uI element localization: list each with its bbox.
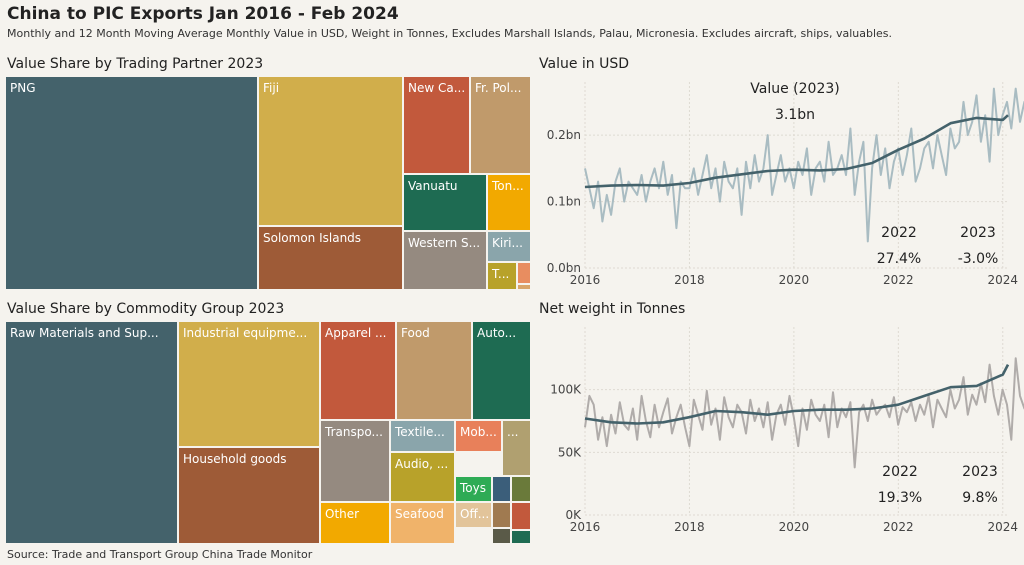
treemap-tile: Toys	[455, 476, 492, 502]
commodity-treemap-title: Value Share by Commodity Group 2023	[7, 301, 285, 317]
treemap-tile-label: Solomon Islands	[263, 231, 362, 245]
moving-average-line	[584, 114, 1009, 189]
treemap-tile: Solomon Islands	[258, 226, 403, 290]
treemap-tile: Food	[396, 321, 472, 420]
treemap-tile: ...	[502, 420, 531, 476]
annotation-value: 9.8%	[962, 490, 998, 506]
treemap-tile-label: Western S...	[408, 236, 481, 250]
treemap-tile-label: Apparel ...	[325, 326, 387, 340]
treemap-tile-label: Ton...	[492, 179, 524, 193]
treemap-tile-label: Other	[325, 507, 360, 521]
treemap-tile	[517, 284, 531, 290]
page-subtitle: Monthly and 12 Month Moving Average Mont…	[7, 27, 893, 40]
annotation-value: 27.4%	[877, 251, 921, 267]
y-tick-label: 0.2bn	[547, 128, 581, 142]
partner-treemap-title: Value Share by Trading Partner 2023	[7, 56, 264, 72]
treemap-tile: Kiri...	[487, 231, 531, 262]
x-tick-label: 2018	[674, 273, 705, 287]
page-title: China to PIC Exports Jan 2016 - Feb 2024	[7, 4, 399, 24]
treemap-tile-label: Off...	[460, 507, 490, 521]
annotation-value: 3.1bn	[775, 107, 815, 123]
treemap-tile: Mob...	[455, 420, 502, 452]
moving-average-line	[584, 364, 1010, 425]
treemap-tile: Vanuatu	[403, 174, 487, 231]
treemap-tile: Western S...	[403, 231, 487, 290]
treemap-tile: Industrial equipme...	[178, 321, 320, 447]
y-tick-label: 0K	[565, 508, 582, 522]
weight-chart-title: Net weight in Tonnes	[539, 301, 686, 317]
x-tick-label: 2022	[883, 273, 914, 287]
treemap-tile: Seafood	[390, 502, 455, 544]
treemap-tile-label: Fiji	[263, 81, 280, 95]
annotation-label: 2023	[960, 225, 996, 241]
treemap-tile-label: Audio, ...	[395, 457, 449, 471]
treemap-tile-label: Food	[401, 326, 430, 340]
x-tick-label: 2022	[883, 520, 914, 534]
annotation-label: 2022	[881, 225, 917, 241]
treemap-tile-label: New Ca...	[408, 81, 466, 95]
treemap-tile-label: Fr. Pol...	[475, 81, 522, 95]
annotation-label: Value (2023)	[750, 81, 839, 97]
partner-treemap: PNG Fiji Solomon Islands New Ca... Fr. Pol..…	[5, 76, 531, 290]
treemap-tile	[517, 262, 531, 284]
treemap-tile: Textile...	[390, 420, 455, 452]
treemap-tile-label: ...	[507, 425, 519, 439]
treemap-tile-label: Raw Materials and Sup...	[10, 326, 159, 340]
y-tick-label: 50K	[558, 445, 582, 459]
treemap-tile	[492, 502, 511, 528]
treemap-tile: New Ca...	[403, 76, 470, 174]
treemap-tile	[492, 528, 511, 544]
treemap-tile: Household goods	[178, 447, 320, 544]
treemap-tile-label: T...	[492, 267, 510, 281]
annotation-value: 19.3%	[878, 490, 922, 506]
y-tick-label: 100K	[550, 383, 582, 397]
treemap-tile	[511, 476, 531, 502]
treemap-tile: Raw Materials and Sup...	[5, 321, 178, 544]
y-tick-label: 0.1bn	[547, 195, 581, 209]
source-note: Source: Trade and Transport Group China …	[7, 548, 313, 561]
treemap-tile-label: Textile...	[395, 425, 445, 439]
treemap-tile-label: Industrial equipme...	[183, 326, 308, 340]
annotation-label: 2022	[882, 464, 918, 480]
annotation-value: -3.0%	[958, 251, 999, 267]
treemap-tile-label: Mob...	[460, 425, 497, 439]
treemap-tile: Apparel ...	[320, 321, 396, 420]
treemap-tile: Other	[320, 502, 390, 544]
value-chart-title: Value in USD	[539, 56, 630, 72]
treemap-tile: T...	[487, 262, 517, 290]
x-tick-label: 2020	[779, 520, 810, 534]
treemap-tile	[511, 502, 531, 530]
treemap-tile-label: Household goods	[183, 452, 287, 466]
commodity-treemap: Raw Materials and Sup... Industrial equip…	[5, 321, 531, 544]
treemap-tile: Ton...	[487, 174, 531, 231]
x-tick-label: 2016	[570, 273, 601, 287]
treemap-tile-label: Vanuatu	[408, 179, 458, 193]
x-tick-label: 2016	[570, 520, 601, 534]
value-line-chart: 2016 2018 2020 2022 2024 0.0bn 0.1bn 0.2bn Value…	[547, 81, 1024, 287]
treemap-tile-label: Toys	[460, 481, 486, 495]
treemap-tile-label: Transpo...	[325, 425, 383, 439]
x-tick-label: 2024	[988, 520, 1019, 534]
weight-line-chart: 2016 2018 2020 2022 2024 0K 50K 100K 2022 19.3% 20…	[550, 327, 1024, 534]
monthly-series-line	[584, 357, 1024, 469]
annotation-label: 2023	[962, 464, 998, 480]
x-tick-label: 2020	[779, 273, 810, 287]
treemap-tile: Off...	[455, 502, 492, 528]
treemap-tile: Audio, ...	[390, 452, 455, 502]
treemap-tile	[492, 476, 511, 502]
treemap-tile-label: Auto...	[477, 326, 517, 340]
treemap-tile-label: Kiri...	[492, 236, 523, 250]
treemap-tile: PNG	[5, 76, 258, 290]
treemap-tile: Auto...	[472, 321, 531, 420]
treemap-tile: Fr. Pol...	[470, 76, 531, 174]
treemap-tile-label: PNG	[10, 81, 36, 95]
x-tick-label: 2024	[988, 273, 1019, 287]
y-tick-label: 0.0bn	[547, 261, 581, 275]
x-tick-label: 2018	[674, 520, 705, 534]
treemap-tile: Transpo...	[320, 420, 390, 502]
treemap-tile-label: Seafood	[395, 507, 444, 521]
treemap-tile	[511, 530, 531, 544]
treemap-tile: Fiji	[258, 76, 403, 226]
